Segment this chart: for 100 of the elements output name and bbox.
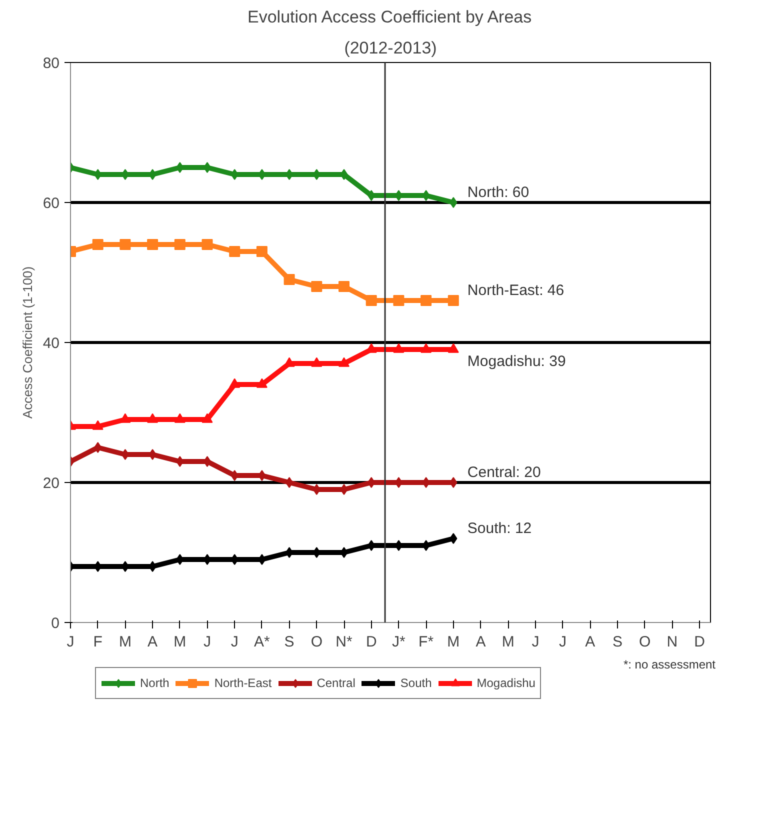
point [422, 190, 430, 201]
y-tick-label: 80 [42, 55, 60, 72]
point [229, 378, 240, 388]
point [338, 357, 350, 367]
point [450, 477, 458, 488]
point [92, 420, 104, 430]
point [284, 274, 295, 285]
x-tick-label: F* [418, 634, 434, 650]
annotation: Central: 20 [467, 464, 541, 481]
point [230, 169, 238, 180]
x-tick-label: N* [336, 634, 352, 650]
legend-label: Mogadishu [476, 676, 536, 690]
point [284, 357, 295, 367]
point [420, 295, 432, 306]
point [340, 547, 348, 558]
point [312, 169, 320, 180]
x-tick-label: J [66, 634, 74, 650]
x-tick-label: A [148, 634, 158, 650]
legend-label: Central [316, 676, 356, 690]
x-tick-label: F [93, 634, 102, 650]
x-tick-label: M [502, 634, 514, 650]
point [422, 540, 430, 551]
x-tick-label: J [532, 634, 540, 650]
x-tick-label: D [366, 634, 377, 650]
point [202, 239, 213, 250]
point [176, 554, 184, 565]
x-tick-label: S [612, 634, 623, 650]
x-tick-label: M [447, 634, 460, 650]
x-tick-label: J [559, 634, 567, 650]
point [340, 169, 348, 180]
point [312, 547, 320, 558]
point [202, 413, 213, 423]
point [450, 197, 458, 208]
point [148, 561, 156, 572]
point [256, 246, 268, 257]
x-tick-label: O [310, 634, 322, 650]
x-tick-label: D [694, 634, 706, 650]
x-tick-label: M [174, 634, 186, 650]
point [393, 343, 404, 353]
point [92, 239, 104, 250]
y-tick-label: 40 [42, 335, 60, 352]
point [176, 456, 184, 467]
y-axis-title: Access Coefficient (1-100) [20, 266, 35, 419]
point [366, 295, 377, 306]
point [120, 239, 131, 250]
point [393, 295, 404, 306]
point [94, 169, 102, 180]
y-tick-label: 20 [42, 475, 60, 492]
point [368, 477, 376, 488]
x-tick-label: J* [392, 634, 406, 650]
point [448, 343, 459, 353]
point [258, 169, 266, 180]
point [450, 533, 458, 544]
x-tick-label: N [666, 634, 678, 650]
point [368, 190, 376, 201]
point [368, 540, 376, 551]
annotation: Mogadishu: 39 [467, 353, 566, 370]
point [338, 281, 350, 292]
chart-title: Evolution Access Coefficient by Areas [248, 8, 532, 26]
x-tick-label: O [639, 634, 651, 650]
point [311, 281, 322, 292]
annotation: North-East: 46 [467, 282, 564, 299]
point [230, 554, 238, 565]
point [174, 413, 186, 423]
point [94, 561, 102, 572]
chart-subtitle: (2012-2013) [344, 38, 437, 58]
y-tick-label: 0 [51, 615, 60, 632]
point [258, 470, 266, 481]
legend-label: North [140, 676, 170, 690]
point [147, 413, 158, 423]
point [420, 343, 432, 353]
annotation: South: 12 [467, 520, 532, 537]
point [148, 449, 156, 460]
y-tick-label: 60 [42, 195, 60, 212]
point [258, 554, 266, 565]
legend-label: South [400, 676, 432, 690]
x-tick-label: J [230, 634, 238, 650]
legend-label: North-East [214, 676, 272, 690]
x-tick-label: J [204, 634, 211, 650]
point [256, 378, 268, 388]
point [148, 169, 156, 180]
point [340, 484, 348, 495]
x-tick-label: A [476, 634, 486, 650]
point [312, 484, 320, 495]
point [448, 295, 459, 306]
point [174, 239, 186, 250]
point [229, 246, 240, 257]
point [285, 477, 294, 488]
x-tick-label: A* [254, 634, 270, 650]
point [94, 442, 102, 453]
x-tick-label: S [284, 634, 294, 650]
x-tick-label: M [118, 634, 132, 650]
text: *: no assessment [623, 658, 716, 672]
annotation: North: 60 [467, 184, 530, 201]
point [230, 470, 238, 481]
point [147, 239, 158, 250]
point [311, 357, 322, 367]
x-tick-label: A [585, 634, 596, 650]
point [422, 477, 430, 488]
point [176, 162, 184, 173]
